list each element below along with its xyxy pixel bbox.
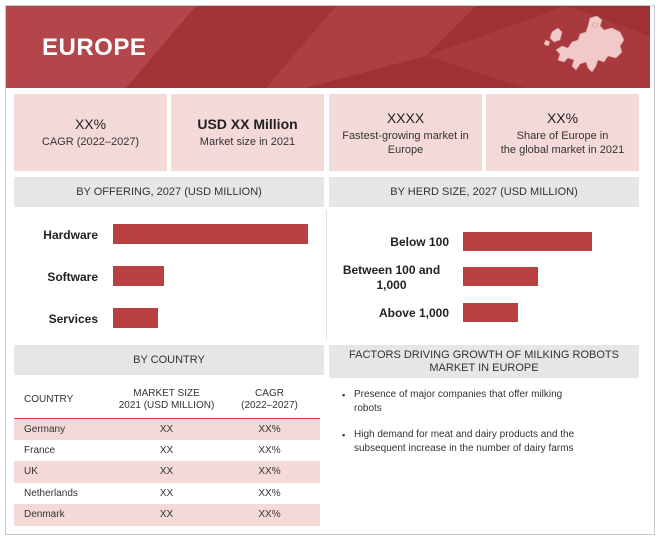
cell-cagr: XX% xyxy=(219,418,320,440)
table-row: UK XX XX% xyxy=(14,461,320,483)
chart-divider xyxy=(326,210,327,340)
col-cagr: CAGR (2022–2027) xyxy=(219,383,320,419)
col-country: COUNTRY xyxy=(14,383,114,419)
banner-title: EUROPE xyxy=(42,34,147,61)
offering-tick-label-services: Services xyxy=(48,312,98,326)
table-row: Netherlands XX XX% xyxy=(14,483,320,505)
factor-2-line-2: subsequent increase in the number of dai… xyxy=(354,443,574,454)
europe-map-icon xyxy=(543,15,625,73)
card-fastest-growing: XXXX Fastest-growing market in Europe xyxy=(329,94,482,171)
offering-tick-label-hardware: Hardware xyxy=(43,228,98,242)
offering-heading-text: BY OFFERING, 2027 (USD MILLION) xyxy=(76,185,262,198)
col-market-size-line-1: MARKET SIZE xyxy=(133,388,200,400)
herd-tick-label-between: Between 100 and 1,000 xyxy=(334,263,449,293)
herd-bar-above-1000 xyxy=(463,303,519,322)
cell-country: Germany xyxy=(14,418,114,440)
card-cagr-label: CAGR (2022–2027) xyxy=(41,136,140,148)
cell-country: Netherlands xyxy=(24,487,78,499)
col-market-size: MARKET SIZE 2021 (USD MILLION) xyxy=(114,383,219,419)
country-table-header: COUNTRY MARKET SIZE 2021 (USD MILLION) C… xyxy=(14,383,320,419)
card-market-size-value: USD XX Million xyxy=(197,116,298,132)
country-heading-text: BY COUNTRY xyxy=(133,353,205,366)
cell-country: UK xyxy=(14,461,114,483)
herd-heading: BY HERD SIZE, 2027 (USD MILLION) xyxy=(329,177,639,207)
cell-country: France xyxy=(24,444,56,456)
table-row: Germany XX XX% xyxy=(14,418,320,440)
header-banner: EUROPE xyxy=(6,6,650,88)
card-share: XX% Share of Europe in the global market… xyxy=(486,94,639,171)
card-fastest-growing-label-1: Fastest-growing market in xyxy=(342,130,469,142)
cell-cagr: XX% xyxy=(219,504,320,526)
country-table: COUNTRY MARKET SIZE 2021 (USD MILLION) C… xyxy=(14,383,320,526)
factors-heading: FACTORS DRIVING GROWTH OF MILKING ROBOTS… xyxy=(329,345,639,378)
factors-list: Presence of major companies that offer m… xyxy=(342,388,632,468)
cell-market-size: XX xyxy=(114,461,219,483)
herd-tick-label-below-100: Below 100 xyxy=(390,235,449,249)
card-cagr-value: XX% xyxy=(74,116,107,132)
cell-market-size: XX xyxy=(114,418,219,440)
offering-heading: BY OFFERING, 2027 (USD MILLION) xyxy=(14,177,324,207)
offering-bar-software xyxy=(113,266,164,286)
offering-tick-label-software: Software xyxy=(47,270,98,284)
cell-market-size: XX xyxy=(114,504,219,526)
list-item: High demand for meat and dairy products … xyxy=(342,428,632,456)
herd-tick-label-above-1000: Above 1,000 xyxy=(378,306,449,320)
card-market-size-label: Market size in 2021 xyxy=(199,136,296,148)
cell-market-size: XX xyxy=(159,444,174,456)
cell-cagr: XX% xyxy=(258,487,281,499)
card-share-value: XX% xyxy=(546,110,579,126)
col-cagr-line-2: (2022–2027) xyxy=(241,400,298,412)
herd-bar-below-100 xyxy=(463,232,592,251)
card-share-label-1: Share of Europe in xyxy=(516,130,609,142)
factors-heading-line-1: FACTORS DRIVING GROWTH OF MILKING ROBOTS xyxy=(349,348,619,361)
cell-country: Denmark xyxy=(14,504,114,526)
offering-bar-services xyxy=(113,308,158,328)
offering-bar-hardware xyxy=(113,224,308,244)
cell-market-size: XX xyxy=(159,487,174,499)
table-row: Denmark XX XX% xyxy=(14,504,320,526)
factor-1-line-1: Presence of major companies that offer m… xyxy=(354,389,563,400)
col-market-size-line-2: 2021 (USD MILLION) xyxy=(118,400,215,412)
col-cagr-line-1: CAGR xyxy=(255,388,284,400)
factors-heading-line-2: MARKET IN EUROPE xyxy=(429,361,539,374)
herd-bar-between xyxy=(463,267,538,286)
factor-2-line-1: High demand for meat and dairy products … xyxy=(354,429,575,440)
card-market-size: USD XX Million Market size in 2021 xyxy=(171,94,324,171)
factor-1-line-2: robots xyxy=(354,403,382,414)
table-row: France XX XX% xyxy=(14,440,320,462)
cell-cagr: XX% xyxy=(219,461,320,483)
card-cagr: XX% CAGR (2022–2027) xyxy=(14,94,167,171)
card-fastest-growing-value: XXXX xyxy=(386,110,425,126)
country-heading: BY COUNTRY xyxy=(14,345,324,375)
list-item: Presence of major companies that offer m… xyxy=(342,388,632,416)
cell-cagr: XX% xyxy=(258,444,281,456)
card-share-label-2: the global market in 2021 xyxy=(500,144,625,156)
herd-tick-label-between-line-2: 1,000 xyxy=(376,278,407,292)
herd-tick-label-between-line-1: Between 100 and xyxy=(342,263,441,277)
card-fastest-growing-label-2: Europe xyxy=(387,144,424,156)
herd-heading-text: BY HERD SIZE, 2027 (USD MILLION) xyxy=(390,185,578,198)
factors-heading-text: FACTORS DRIVING GROWTH OF MILKING ROBOTS… xyxy=(349,349,619,375)
